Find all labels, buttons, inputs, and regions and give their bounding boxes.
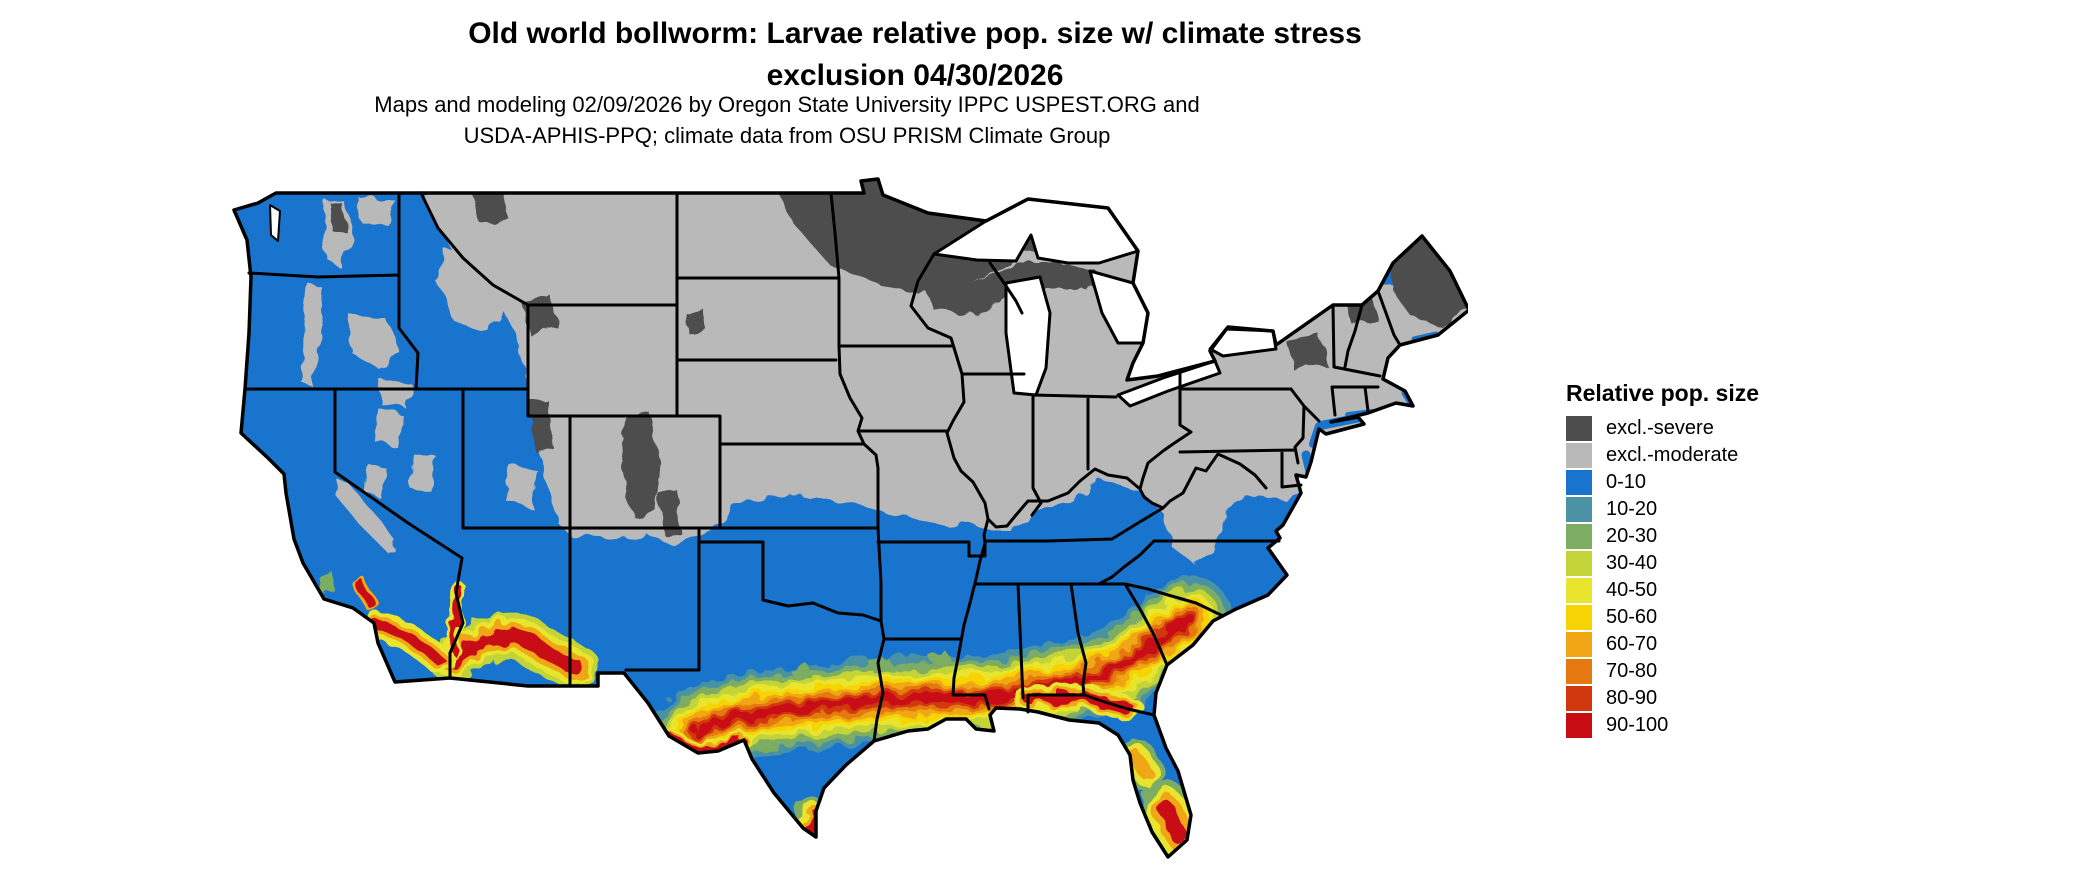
legend-swatch: [1566, 577, 1592, 603]
lake-michigan: [1004, 275, 1052, 397]
legend-label: 50-60: [1606, 605, 1658, 628]
legend-label: 40-50: [1606, 578, 1658, 601]
title-line-1: Old world bollworm: Larvae relative pop.…: [468, 17, 1362, 50]
legend-item: 20-30: [1566, 523, 1866, 549]
legend-label: 10-20: [1606, 497, 1658, 520]
legend-swatch: [1566, 442, 1592, 468]
legend-swatch: [1566, 523, 1592, 549]
legend-swatch: [1566, 496, 1592, 522]
legend-swatch: [1566, 415, 1592, 441]
legend-label: 70-80: [1606, 659, 1658, 682]
legend: Relative pop. size excl.-severe excl.-mod…: [1566, 380, 1866, 739]
legend-title: Relative pop. size: [1566, 380, 1760, 406]
map-title: Old world bollworm: Larvae relative pop.…: [0, 18, 1830, 101]
great-lakes: [269, 197, 1278, 408]
legend-swatch: [1566, 604, 1592, 630]
legend-item: 0-10: [1566, 469, 1866, 495]
legend-swatch: [1566, 550, 1592, 576]
legend-item: 10-20: [1566, 496, 1866, 522]
title-line-2: exclusion 04/30/2026: [766, 58, 1064, 92]
legend-label: 60-70: [1606, 632, 1658, 655]
legend-label: excl.-moderate: [1606, 443, 1739, 466]
legend-label: 0-10: [1606, 470, 1647, 493]
legend-item: 30-40: [1566, 550, 1866, 576]
legend-label: 90-100: [1606, 713, 1669, 736]
us-map: [228, 163, 1471, 885]
legend-swatch: [1566, 469, 1592, 495]
map-subtitle: Maps and modeling 02/09/2026 by Oregon S…: [0, 92, 1574, 155]
legend-label: 80-90: [1606, 686, 1658, 709]
legend-item: excl.-moderate: [1566, 442, 1866, 468]
legend-label: 30-40: [1606, 551, 1658, 574]
state-borders: [243, 191, 1402, 743]
us-map-svg: [232, 177, 1471, 859]
legend-items: excl.-severe excl.-moderate 0-10 10-20 20-30…: [1566, 415, 1866, 738]
legend-swatch: [1566, 658, 1592, 684]
legend-label: excl.-severe: [1606, 416, 1714, 439]
legend-item: 90-100: [1566, 712, 1866, 738]
legend-item: excl.-severe: [1566, 415, 1866, 441]
legend-item: 40-50: [1566, 577, 1866, 603]
legend-swatch: [1566, 631, 1592, 657]
legend-item: 60-70: [1566, 631, 1866, 657]
subtitle-line-1: Maps and modeling 02/09/2026 by Oregon S…: [374, 92, 1200, 117]
legend-swatch: [1566, 712, 1592, 738]
lake-erie: [1116, 359, 1222, 408]
legend-item: 80-90: [1566, 685, 1866, 711]
legend-item: 70-80: [1566, 658, 1866, 684]
legend-swatch: [1566, 685, 1592, 711]
legend-label: 20-30: [1606, 524, 1658, 547]
subtitle-line-2: USDA-APHIS-PPQ; climate data from OSU PR…: [463, 123, 1111, 149]
puget-sound: [269, 204, 281, 242]
legend-item: 50-60: [1566, 604, 1866, 630]
